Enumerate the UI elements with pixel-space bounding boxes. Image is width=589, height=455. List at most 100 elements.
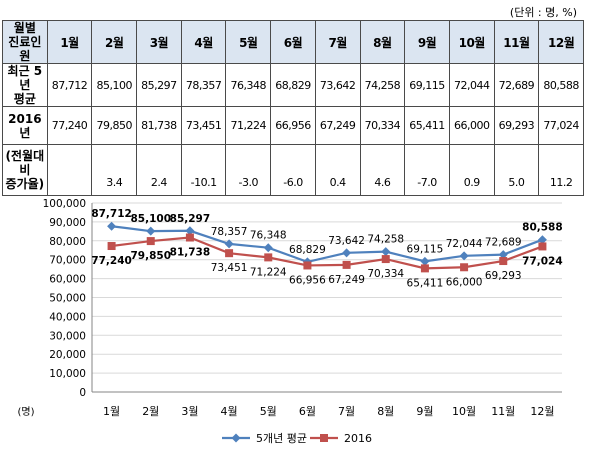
y-tick-label: 0 (79, 387, 86, 399)
data-point-marker (459, 251, 469, 261)
data-label: 68,829 (289, 244, 326, 256)
table-row-5yr-average: 최근 5년 평균 87,712 85,100 85,297 78,357 76,… (2, 63, 584, 107)
table-cell: 77,240 (46, 106, 93, 145)
data-point-marker (420, 256, 430, 266)
y-tick-label: 70,000 (49, 255, 86, 267)
table-cell: 0.9 (448, 144, 495, 196)
table-cell: 71,224 (225, 106, 272, 145)
row-header-line-2: 평균 (13, 92, 36, 106)
month-header: 4월 (180, 20, 227, 64)
data-label: 85,297 (170, 213, 211, 225)
data-label: 70,334 (367, 268, 404, 280)
data-point-marker (381, 247, 391, 257)
data-label: 77,024 (522, 255, 563, 267)
table-cell: 72,689 (493, 63, 540, 107)
month-header: 5월 (225, 20, 272, 64)
x-tick-label: 1월 (103, 405, 120, 418)
row-header: 2016년 (2, 106, 48, 145)
data-point-marker (185, 226, 195, 236)
data-point-marker (499, 257, 508, 266)
table-cell: 74,258 (359, 63, 406, 107)
data-label: 69,115 (407, 243, 444, 255)
data-point-marker (146, 226, 156, 236)
corner-line-1: 월별 (13, 21, 36, 35)
monthly-stats-table: 월별 진료인원 1월 2월 3월 4월 5월 6월 7월 8월 9월 10월 1… (2, 20, 584, 196)
table-cell: 68,829 (270, 63, 316, 107)
data-label: 73,642 (328, 235, 365, 247)
data-label: 71,224 (250, 266, 287, 278)
x-tick-label: 2월 (142, 405, 159, 418)
data-point-marker (264, 253, 273, 262)
x-tick-label: 10월 (452, 405, 476, 418)
table-cell: 66,956 (270, 106, 316, 145)
data-point-marker (538, 242, 547, 251)
data-point-marker (224, 239, 234, 249)
row-header-line-1: 최근 5년 (7, 64, 43, 92)
table-cell: 77,024 (538, 106, 584, 145)
legend-label: 5개년 평균 (256, 432, 307, 445)
data-label: 77,240 (91, 255, 132, 267)
table-row-mom-change: (전월대비 증가율) 3.4 2.4 -10.1 -3.0 -6.0 0.4 4… (2, 144, 584, 196)
data-point-marker (498, 250, 508, 260)
x-tick-label: 5월 (260, 405, 277, 418)
data-label: 80,588 (522, 222, 563, 234)
y-tick-label: 50,000 (49, 293, 86, 305)
data-point-marker (185, 233, 194, 242)
y-tick-label: 100,000 (43, 198, 86, 210)
series-line (111, 225, 543, 264)
row-header: 최근 5년 평균 (2, 63, 48, 107)
month-header: 11월 (493, 20, 540, 64)
data-point-marker (263, 243, 273, 253)
unit-note: (단위 : 명, %) (509, 6, 577, 19)
month-header: 9월 (404, 20, 450, 64)
data-point-marker (342, 260, 351, 269)
y-tick-label: 80,000 (49, 236, 86, 248)
row-header: (전월대비 증가율) (2, 144, 48, 196)
month-header: 3월 (136, 20, 182, 64)
row-header-line-1: (전월대비 (5, 149, 45, 177)
series-line (111, 236, 543, 270)
y-unit-label: (명) (17, 406, 34, 418)
data-label: 66,000 (446, 276, 483, 288)
data-label: 87,712 (91, 208, 132, 220)
x-tick-label: 3월 (181, 405, 198, 418)
data-point-marker (225, 249, 234, 258)
data-point-marker (420, 264, 429, 273)
table-cell: 4.6 (359, 144, 406, 196)
data-label: 73,451 (211, 262, 248, 274)
legend-marker (320, 434, 328, 442)
table-cell: 66,000 (448, 106, 495, 145)
data-point-marker (537, 235, 547, 245)
data-label: 72,689 (485, 237, 522, 249)
data-label: 66,956 (289, 274, 326, 286)
table-cell: -10.1 (180, 144, 227, 196)
table-cell: 3.4 (91, 144, 138, 196)
x-tick-label: 11월 (491, 405, 515, 418)
y-tick-label: 20,000 (49, 349, 86, 361)
data-label: 85,100 (130, 213, 171, 225)
data-label: 78,357 (211, 226, 248, 238)
data-point-marker (460, 263, 469, 272)
data-label: 72,044 (446, 238, 483, 250)
month-header: 2월 (91, 20, 138, 64)
data-point-marker (342, 248, 352, 258)
x-tick-label: 7월 (338, 405, 355, 418)
table-row-2016: 2016년 77,240 79,850 81,738 73,451 71,224… (2, 106, 584, 145)
row-header-line-2: 증가율) (5, 177, 45, 191)
table-cell: 0.4 (314, 144, 361, 196)
y-tick-label: 30,000 (49, 330, 86, 342)
row-header-line-1: 2016년 (8, 111, 42, 140)
data-point-marker (381, 255, 390, 264)
data-label: 69,293 (485, 270, 522, 282)
data-label: 74,258 (367, 234, 404, 246)
table-cell: 80,588 (538, 63, 584, 107)
month-header: 8월 (359, 20, 406, 64)
data-label: 76,348 (250, 230, 287, 242)
table-header-row: 월별 진료인원 1월 2월 3월 4월 5월 6월 7월 8월 9월 10월 1… (2, 20, 584, 64)
data-label: 81,738 (170, 247, 211, 259)
x-tick-label: 9월 (416, 405, 433, 418)
data-label: 67,249 (328, 274, 365, 286)
y-tick-label: 60,000 (49, 274, 86, 286)
table-cell: 11.2 (538, 144, 584, 196)
legend-marker (231, 433, 241, 443)
